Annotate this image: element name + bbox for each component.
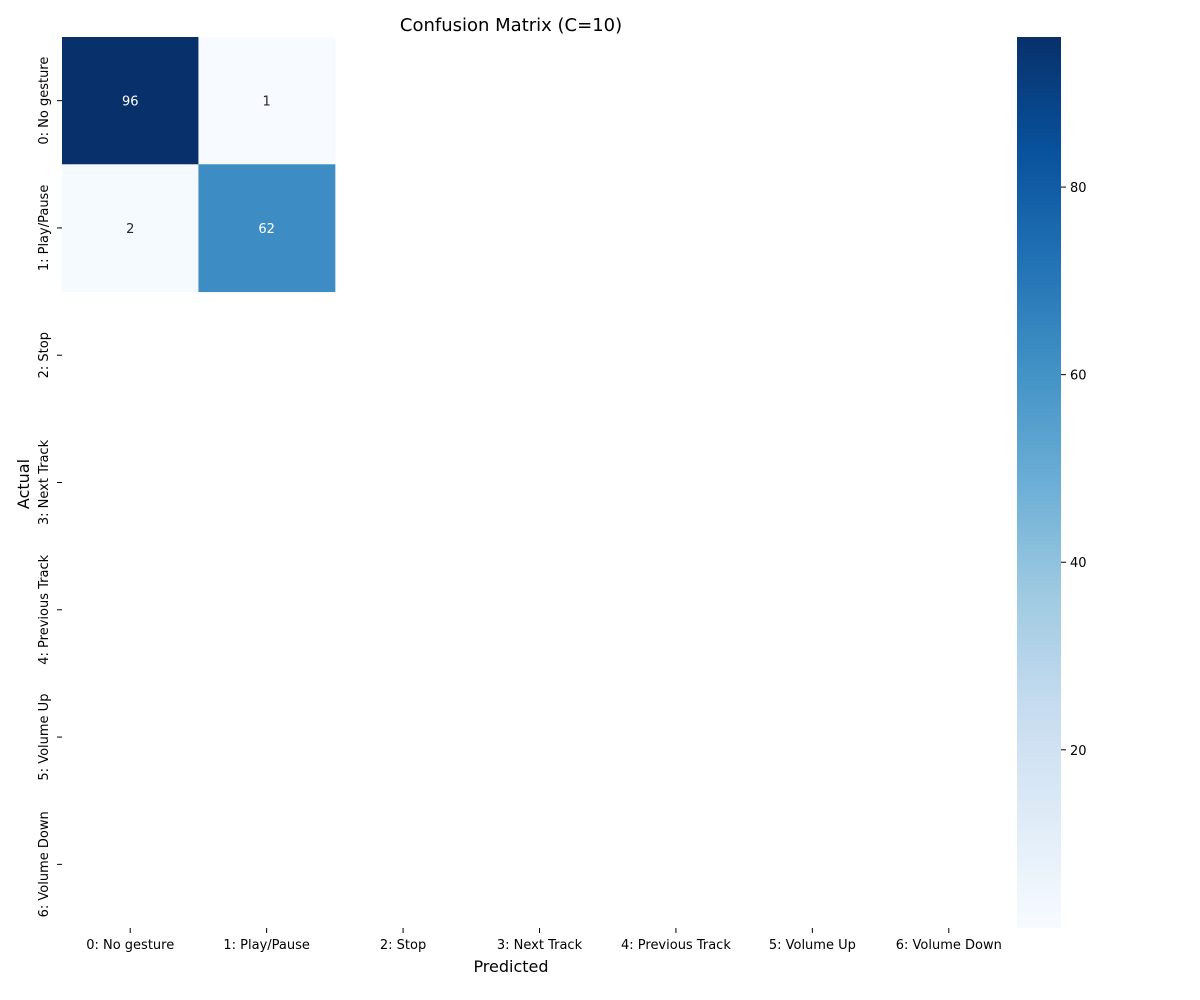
cell-value-label: 2 — [126, 222, 134, 237]
x-axis-label: Predicted — [473, 957, 548, 976]
colorbar-tick-label: 60 — [1070, 369, 1087, 384]
x-tick-label: 0: No gesture — [86, 938, 174, 953]
colorbar-tick-label: 20 — [1070, 744, 1087, 759]
x-tick-label: 2: Stop — [380, 938, 426, 953]
x-tick-label: 4: Previous Track — [621, 938, 731, 953]
colorbar — [1017, 37, 1061, 928]
cell-value-label: 1 — [263, 95, 271, 110]
y-tick-label: 6: Volume Down — [37, 811, 52, 917]
colorbar-ticks: 20 40 60 80 — [1061, 181, 1087, 759]
y-tick-label: 4: Previous Track — [37, 554, 52, 664]
cell-value-label: 96 — [122, 95, 139, 110]
y-tick-label: 3: Next Track — [37, 439, 52, 525]
y-tick-label: 0: No gesture — [37, 57, 52, 145]
heatmap-cell — [198, 164, 336, 293]
x-axis-ticks: 0: No gesture 1: Play/Pause 2: Stop 3: Next… — [86, 928, 1002, 953]
heatmap-cell — [62, 164, 199, 293]
y-tick-label: 5: Volume Up — [37, 694, 52, 781]
y-axis-ticks: 0: No gesture 1: Play/Pause 2: Stop 3: Next… — [37, 57, 62, 917]
colorbar-tick-label: 40 — [1070, 556, 1087, 571]
x-tick-label: 5: Volume Up — [769, 938, 856, 953]
y-tick-label: 2: Stop — [37, 332, 52, 378]
x-tick-label: 3: Next Track — [497, 938, 583, 953]
x-tick-label: 1: Play/Pause — [223, 938, 310, 953]
heatmap-cells — [62, 37, 336, 293]
cell-annotations: 96 1 2 62 — [122, 95, 275, 237]
heatmap-cell — [62, 37, 199, 165]
heatmap-cell — [198, 37, 336, 165]
y-axis-label: Actual — [14, 459, 33, 509]
colorbar-tick-label: 80 — [1070, 181, 1087, 196]
cell-value-label: 62 — [258, 222, 275, 237]
chart-title: Confusion Matrix (C=10) — [400, 15, 622, 36]
x-tick-label: 6: Volume Down — [896, 938, 1002, 953]
y-tick-label: 1: Play/Pause — [37, 185, 52, 272]
